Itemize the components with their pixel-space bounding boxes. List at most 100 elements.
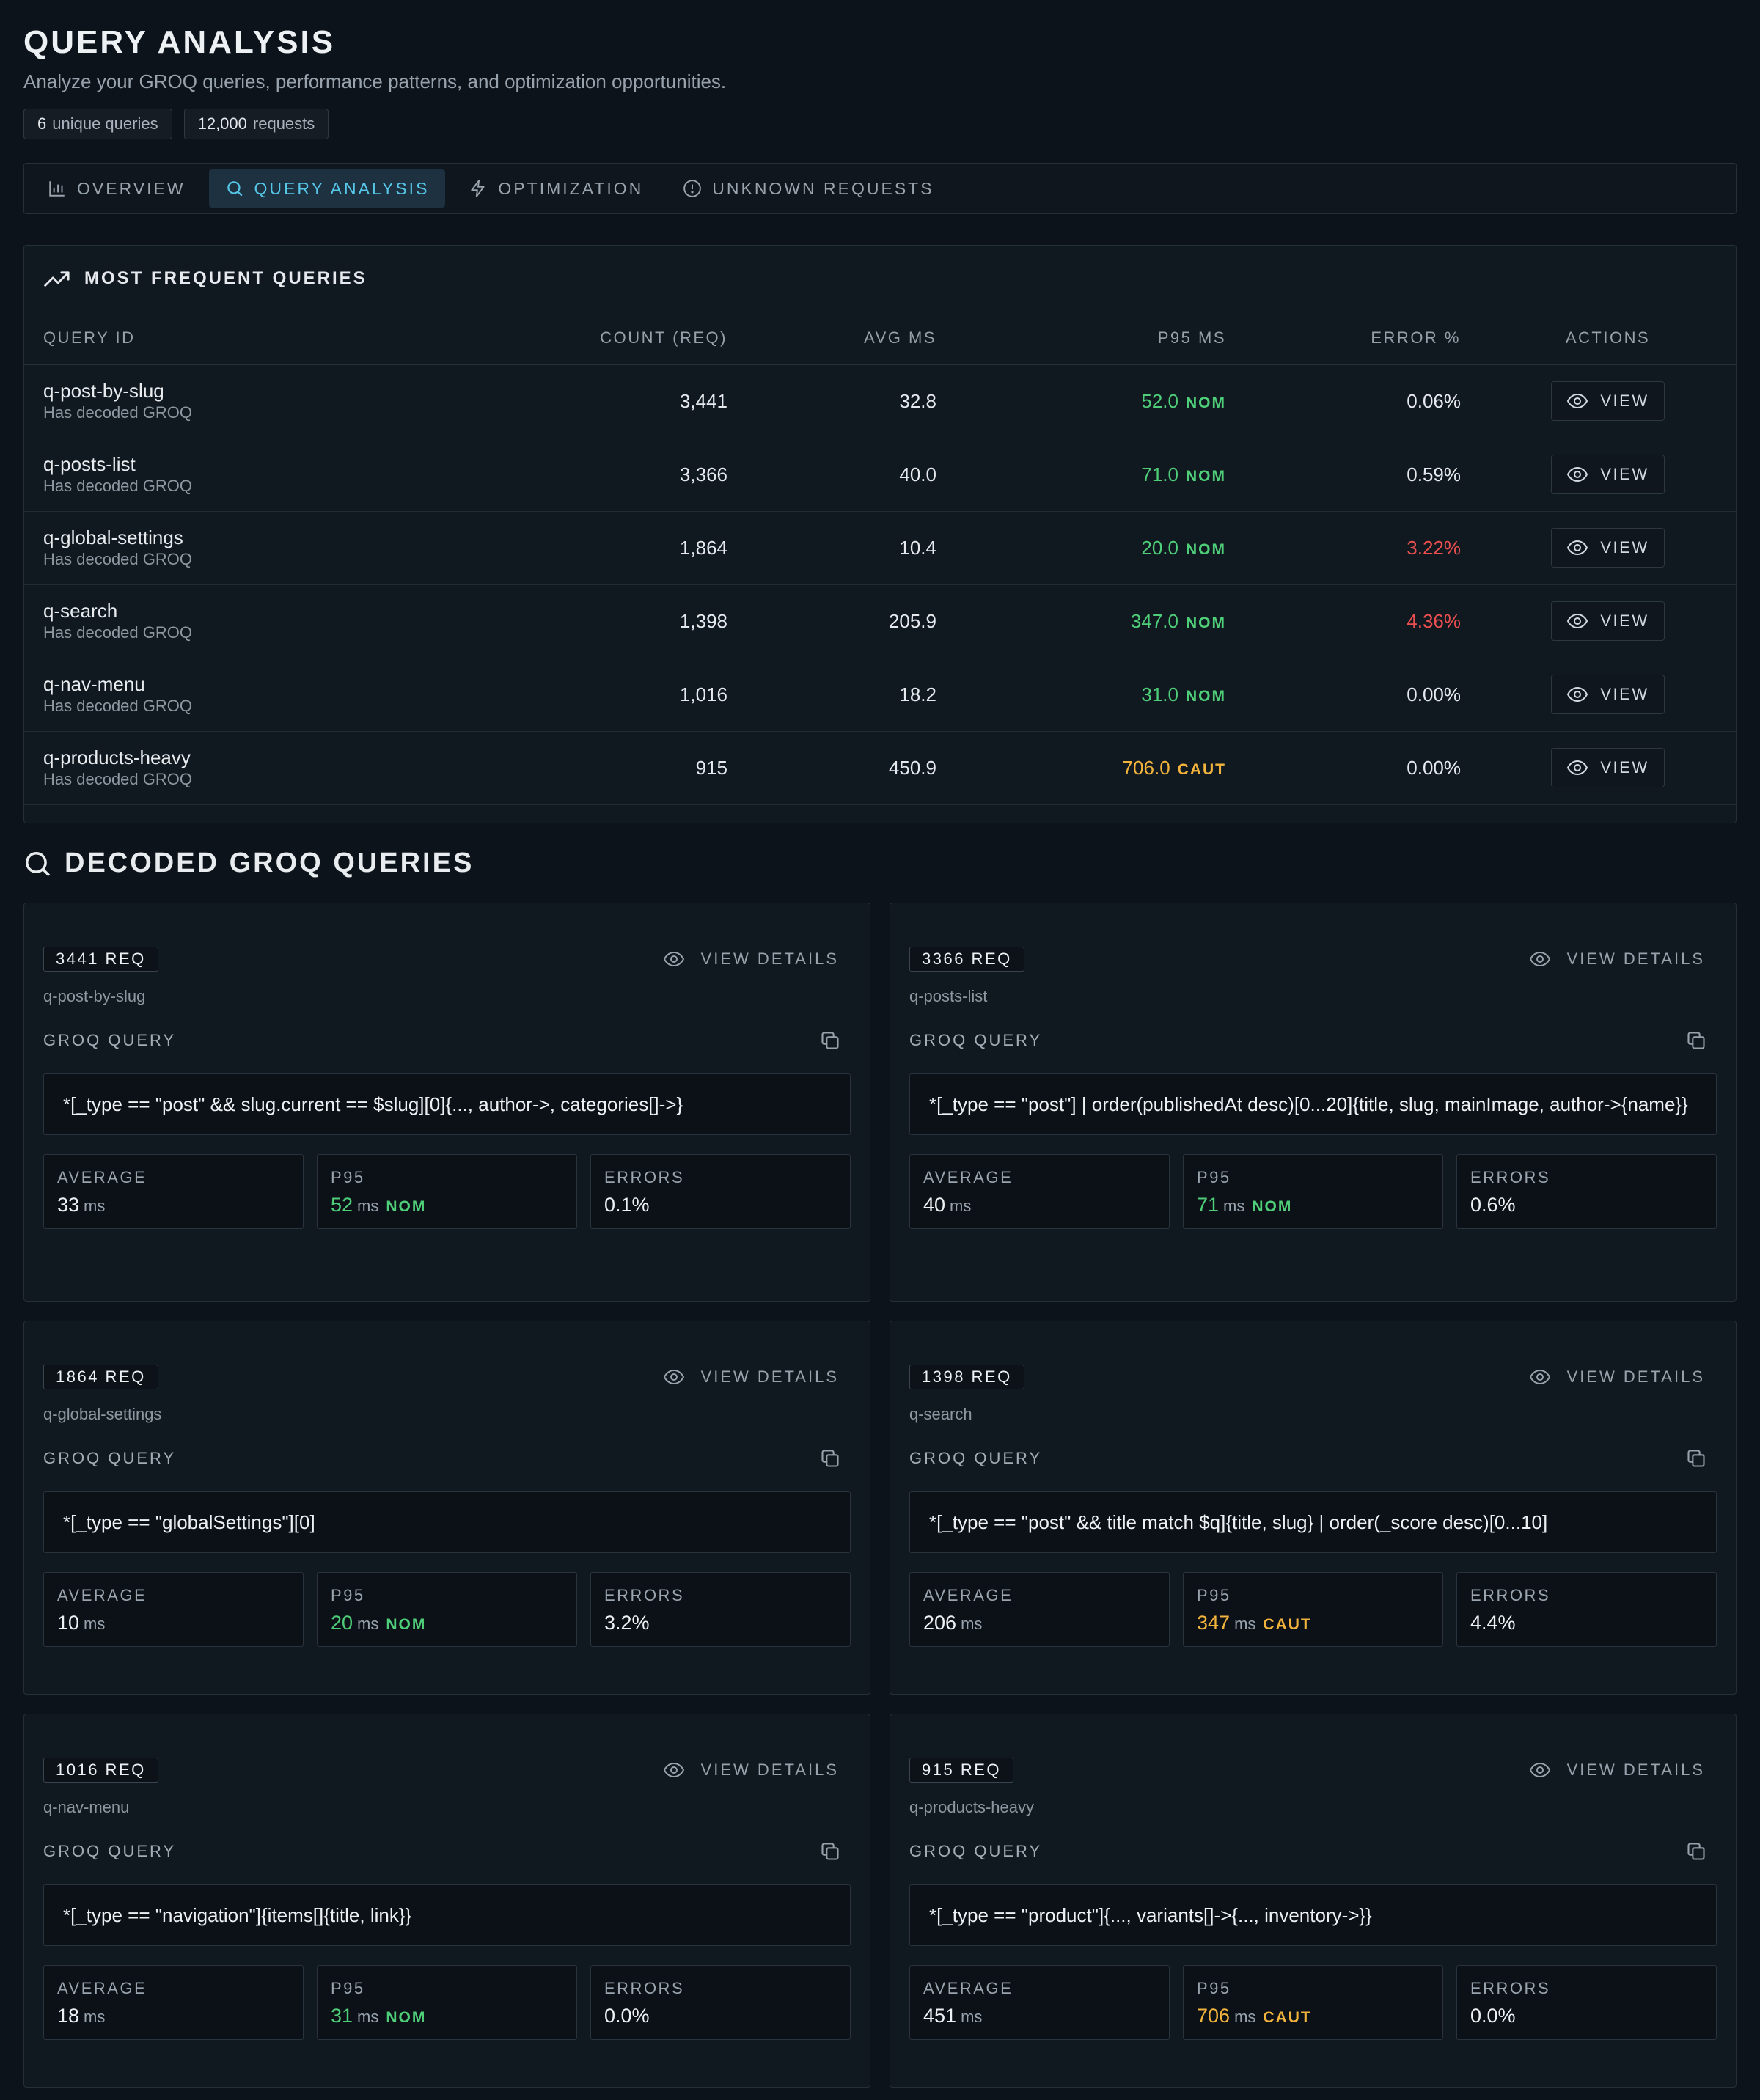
requests-count: 12,000 xyxy=(197,114,247,133)
view-details-button[interactable]: VIEW DETAILS xyxy=(663,1367,851,1387)
table-row: q-global-settings Has decoded GROQ 1,864 10… xyxy=(24,511,1736,585)
col-avg-ms: AVG MS xyxy=(747,312,956,365)
copy-icon[interactable] xyxy=(1686,1030,1706,1051)
error-pct-cell: 0.00% xyxy=(1245,658,1480,732)
groq-query-code: *[_type == "navigation"]{items[]{title, … xyxy=(43,1884,851,1946)
average-label: AVERAGE xyxy=(923,1585,1013,1604)
actions-cell: VIEW xyxy=(1480,731,1736,805)
p95-value: 347.0 xyxy=(1130,609,1178,632)
query-id: q-posts-list xyxy=(43,453,136,475)
view-button[interactable]: VIEW xyxy=(1551,601,1665,641)
ms-unit: ms xyxy=(357,1614,379,1633)
copy-icon[interactable] xyxy=(1686,1448,1706,1469)
average-stat: AVERAGE 10 ms xyxy=(43,1571,304,1647)
view-button[interactable]: VIEW xyxy=(1551,675,1665,714)
query-card: 3366 REQ VIEW DETAILS q-posts-list GROQ QUE… xyxy=(890,902,1737,1302)
average-label: AVERAGE xyxy=(57,1585,147,1604)
copy-icon[interactable] xyxy=(1686,1841,1706,1862)
error-pct-cell: 4.36% xyxy=(1245,584,1480,658)
query-decoded-note: Has decoded GROQ xyxy=(43,477,192,495)
tab-optimization-label: OPTIMIZATION xyxy=(498,178,644,198)
panel-header: MOST FREQUENT QUERIES xyxy=(24,246,1736,312)
view-details-button[interactable]: VIEW DETAILS xyxy=(1529,950,1717,969)
p95-status-badge: NOM xyxy=(1186,614,1226,631)
requests-chip: 12,000 requests xyxy=(183,109,329,139)
count-cell: 3,441 xyxy=(464,364,747,438)
p95-status-badge: CAUT xyxy=(1263,1615,1312,1633)
query-id-cell: q-post-by-slug Has decoded GROQ xyxy=(24,364,464,438)
eye-icon xyxy=(663,951,684,966)
view-button[interactable]: VIEW xyxy=(1551,528,1665,568)
tab-query-analysis[interactable]: QUERY ANALYSIS xyxy=(208,169,446,208)
average-label: AVERAGE xyxy=(923,1167,1013,1186)
p95-cell: 31.0 NOM xyxy=(956,658,1245,732)
query-id-cell: q-nav-menu Has decoded GROQ xyxy=(24,658,464,732)
p95-status-badge: NOM xyxy=(1186,540,1226,558)
query-card: 3441 REQ VIEW DETAILS q-post-by-slug GROQ Q… xyxy=(23,902,870,1302)
table-row: q-products-heavy Has decoded GROQ 915 450.9… xyxy=(24,731,1736,805)
table-row: q-nav-menu Has decoded GROQ 1,016 18.2 31.0 N… xyxy=(24,658,1736,732)
view-details-button[interactable]: VIEW DETAILS xyxy=(663,1761,851,1780)
tab-overview[interactable]: OVERVIEW xyxy=(32,169,202,208)
copy-icon[interactable] xyxy=(820,1448,840,1469)
col-query-id: QUERY ID xyxy=(24,312,464,365)
view-details-button[interactable]: VIEW DETAILS xyxy=(1529,1367,1717,1387)
query-stats: AVERAGE 451 ms P95 706 ms CAUT ERRORS 0.0% xyxy=(909,1964,1717,2040)
query-stats: AVERAGE 18 ms P95 31 ms NOM ERRORS 0.0% xyxy=(43,1964,851,2040)
p95-stat: P95 71 ms NOM xyxy=(1183,1153,1443,1229)
count-cell: 1,398 xyxy=(464,584,747,658)
average-value: 40 xyxy=(923,1193,946,1216)
view-details-button[interactable]: VIEW DETAILS xyxy=(1529,1761,1717,1780)
avg-ms-cell: 10.4 xyxy=(747,511,956,585)
average-stat: AVERAGE 451 ms xyxy=(909,1964,1170,2040)
decoded-section-title: DECODED GROQ QUERIES xyxy=(65,848,474,878)
card-query-id: q-global-settings xyxy=(43,1404,162,1423)
p95-value: 706 xyxy=(1197,2004,1231,2027)
copy-icon[interactable] xyxy=(820,1841,840,1862)
ms-unit: ms xyxy=(84,1614,106,1633)
errors-stat: ERRORS 0.0% xyxy=(1456,1964,1717,2040)
tab-unknown-requests-label: UNKNOWN REQUESTS xyxy=(712,178,934,198)
query-id-cell: q-posts-list Has decoded GROQ xyxy=(24,438,464,512)
request-count-badge: 1398 REQ xyxy=(909,1364,1024,1389)
tab-unknown-requests[interactable]: UNKNOWN REQUESTS xyxy=(667,169,950,208)
ms-unit: ms xyxy=(357,2007,379,2026)
info-circle-icon xyxy=(683,180,702,197)
view-button[interactable]: VIEW xyxy=(1551,455,1665,494)
query-id-cell: q-global-settings Has decoded GROQ xyxy=(24,511,464,585)
query-id: q-post-by-slug xyxy=(43,380,164,402)
query-stats: AVERAGE 33 ms P95 52 ms NOM ERRORS 0.1% xyxy=(43,1153,851,1229)
view-button[interactable]: VIEW xyxy=(1551,748,1665,788)
actions-cell: VIEW xyxy=(1480,584,1736,658)
ms-unit: ms xyxy=(950,1196,972,1215)
errors-value: 0.6% xyxy=(1470,1193,1516,1216)
p95-value: 71 xyxy=(1197,1193,1220,1216)
p95-value: 52 xyxy=(331,1193,353,1216)
view-button[interactable]: VIEW xyxy=(1551,381,1665,421)
groq-query-code: *[_type == "post" && title match $q]{tit… xyxy=(909,1491,1717,1553)
tab-optimization[interactable]: OPTIMIZATION xyxy=(452,169,659,208)
errors-value: 0.0% xyxy=(604,2004,650,2027)
eye-icon xyxy=(1529,1762,1550,1777)
groq-query-label: GROQ QUERY xyxy=(909,1030,1043,1049)
card-query-id: q-nav-menu xyxy=(43,1797,130,1816)
p95-value: 71.0 xyxy=(1141,463,1178,485)
copy-icon[interactable] xyxy=(820,1030,840,1051)
error-pct-cell: 0.06% xyxy=(1245,364,1480,438)
view-button-label: VIEW xyxy=(1600,758,1649,777)
p95-status-badge: NOM xyxy=(386,1615,427,1633)
p95-value: 706.0 xyxy=(1122,756,1170,779)
p95-status-badge: CAUT xyxy=(1177,760,1226,778)
view-details-button[interactable]: VIEW DETAILS xyxy=(663,950,851,969)
query-stats: AVERAGE 10 ms P95 20 ms NOM ERRORS 3.2% xyxy=(43,1571,851,1647)
p95-value: 52.0 xyxy=(1141,389,1178,412)
errors-stat: ERRORS 0.0% xyxy=(590,1964,851,2040)
query-decoded-note: Has decoded GROQ xyxy=(43,550,192,568)
actions-cell: VIEW xyxy=(1480,364,1736,438)
col-actions: ACTIONS xyxy=(1480,312,1736,365)
eye-icon xyxy=(1567,760,1588,776)
eye-icon xyxy=(1529,951,1550,966)
view-details-label: VIEW DETAILS xyxy=(1566,1760,1705,1779)
groq-query-code: *[_type == "globalSettings"][0] xyxy=(43,1491,851,1553)
p95-value: 20 xyxy=(331,1611,353,1634)
